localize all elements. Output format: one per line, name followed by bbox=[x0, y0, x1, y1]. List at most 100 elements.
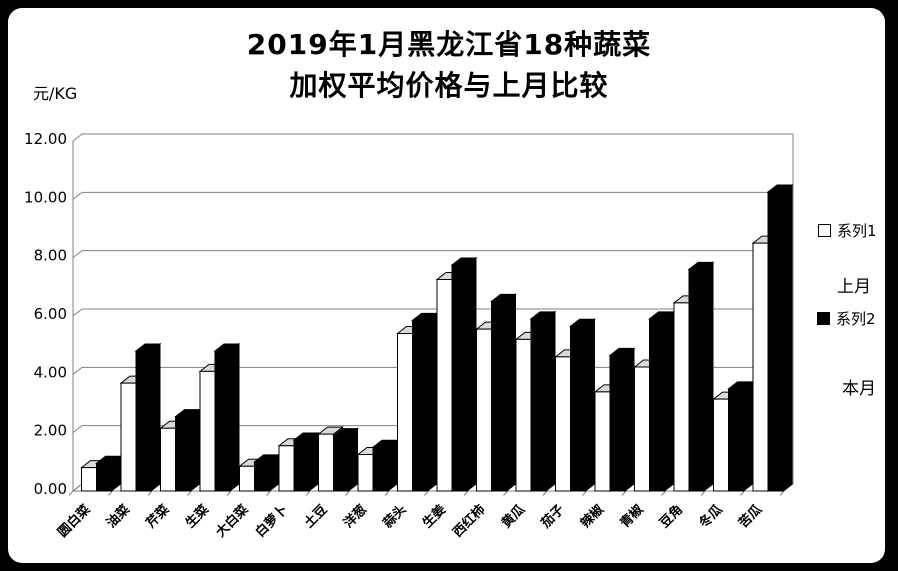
y-axis-tick-label: 0.00 bbox=[34, 480, 67, 498]
bar-last-month bbox=[713, 398, 729, 492]
legend-marker-series2-icon bbox=[817, 312, 830, 325]
bar-last-month bbox=[239, 465, 255, 492]
bar-last-month bbox=[476, 328, 492, 492]
bar-this-month-side bbox=[466, 256, 477, 493]
bar-this-month-side bbox=[348, 427, 358, 493]
x-axis-category-label: 洋葱 bbox=[340, 502, 370, 532]
x-axis-category-label: 白萝卜 bbox=[252, 502, 291, 541]
bar-last-month bbox=[278, 445, 295, 492]
y-axis-tick-label: 2.00 bbox=[34, 422, 67, 440]
x-axis-tick bbox=[542, 490, 548, 496]
y-axis-unit-label: 元/KG bbox=[33, 84, 78, 103]
legend-note-last-month: 上月 bbox=[837, 277, 871, 297]
y-axis-tick-label: 12.00 bbox=[24, 130, 67, 148]
bar-this-month bbox=[767, 191, 784, 492]
bar-this-month bbox=[372, 446, 389, 492]
y-axis-tick-label: 8.00 bbox=[34, 247, 67, 265]
bar-this-month-side bbox=[545, 310, 556, 493]
bar-this-month-side bbox=[427, 312, 437, 493]
bar-last-month bbox=[555, 356, 571, 492]
chart-title: 2019年1月黑龙江省18种蔬菜 加权平均价格与上月比较 bbox=[0, 24, 898, 106]
x-axis-tick bbox=[582, 490, 587, 496]
x-axis-tick bbox=[503, 490, 508, 496]
bar-last-month bbox=[357, 454, 374, 492]
gridline-connector bbox=[72, 425, 83, 434]
gridline-connector bbox=[72, 308, 83, 317]
bar-last-month bbox=[199, 370, 216, 492]
x-axis-tick bbox=[424, 490, 429, 496]
bar-this-month bbox=[175, 416, 191, 492]
bar-this-month-side bbox=[782, 184, 793, 493]
floor-right-edge bbox=[783, 483, 794, 492]
chart-title-line1: 2019年1月黑龙江省18种蔬菜 bbox=[246, 28, 652, 61]
x-axis-category-label: 大白菜 bbox=[213, 502, 252, 541]
bar-this-month-side bbox=[229, 342, 240, 493]
bar-last-month bbox=[673, 302, 690, 492]
x-axis-category-label: 豆角 bbox=[656, 502, 686, 532]
x-axis-tick bbox=[187, 490, 192, 496]
bar-this-month bbox=[333, 435, 349, 492]
x-axis-tick bbox=[384, 490, 390, 496]
bar-last-month bbox=[120, 382, 137, 492]
bar-this-month-side bbox=[624, 347, 635, 493]
x-axis-tick bbox=[226, 490, 232, 496]
bar-this-month bbox=[412, 319, 428, 492]
bar-this-month bbox=[570, 325, 586, 492]
floor-left-edge bbox=[72, 483, 83, 492]
gridline-connector bbox=[72, 366, 83, 375]
bar-this-month bbox=[135, 350, 152, 492]
x-axis-tick bbox=[108, 490, 113, 496]
bar-last-month bbox=[160, 427, 176, 492]
bar-this-month-side bbox=[664, 310, 674, 493]
chart-title-line2: 加权平均价格与上月比较 bbox=[289, 69, 609, 102]
x-axis-tick bbox=[266, 490, 271, 496]
gridline-connector bbox=[72, 250, 83, 259]
bar-this-month-side bbox=[506, 293, 516, 493]
bar-this-month bbox=[96, 462, 112, 492]
bar-last-month bbox=[81, 467, 97, 492]
x-axis-tick bbox=[779, 490, 785, 496]
legend-marker-series1-icon bbox=[818, 224, 831, 237]
x-axis-category-label: 黄瓜 bbox=[498, 502, 528, 532]
bar-this-month bbox=[451, 264, 468, 492]
gridline-connector bbox=[72, 191, 83, 200]
x-axis-tick bbox=[463, 490, 469, 496]
y-axis-tick-label: 10.00 bbox=[24, 188, 67, 206]
x-axis-category-label: 茄子 bbox=[537, 502, 567, 532]
bar-this-month bbox=[214, 350, 231, 492]
bar-this-month-side bbox=[743, 380, 753, 493]
x-axis-category-label: 冬瓜 bbox=[696, 502, 726, 532]
bar-this-month bbox=[491, 300, 507, 492]
bar-this-month-side bbox=[585, 318, 595, 493]
legend-label-series1: 系列1 bbox=[837, 222, 877, 240]
x-axis-category-label: 生姜 bbox=[419, 502, 449, 532]
x-axis-tick bbox=[305, 490, 311, 496]
bar-this-month bbox=[728, 388, 744, 492]
bar-last-month bbox=[594, 391, 611, 492]
x-axis-tick bbox=[68, 490, 74, 496]
bar-this-month-side bbox=[150, 342, 161, 493]
x-axis-category-label: 土豆 bbox=[301, 502, 331, 532]
x-axis-category-label: 青椒 bbox=[617, 502, 647, 532]
bar-last-month bbox=[515, 338, 532, 492]
bar-last-month bbox=[318, 433, 334, 492]
y-axis-tick-label: 4.00 bbox=[34, 363, 67, 381]
bar-this-month-side bbox=[308, 431, 319, 493]
x-axis-tick bbox=[700, 490, 706, 496]
bar-this-month-side bbox=[190, 408, 200, 493]
x-axis-category-label: 蒜头 bbox=[380, 502, 410, 532]
x-axis-category-label: 生菜 bbox=[182, 502, 212, 532]
x-axis-tick bbox=[661, 490, 666, 496]
legend-entry-series2: 系列2 bbox=[817, 308, 876, 329]
legend-note-this-month: 本月 bbox=[842, 379, 876, 399]
x-axis-category-label: 油菜 bbox=[103, 502, 133, 532]
bar-this-month bbox=[688, 268, 705, 492]
bar-last-month bbox=[397, 333, 413, 492]
bar-this-month bbox=[649, 318, 665, 492]
bar-this-month bbox=[293, 439, 310, 492]
x-axis-tick bbox=[621, 490, 627, 496]
x-axis-tick bbox=[147, 490, 153, 496]
bar-this-month-side bbox=[703, 261, 714, 493]
